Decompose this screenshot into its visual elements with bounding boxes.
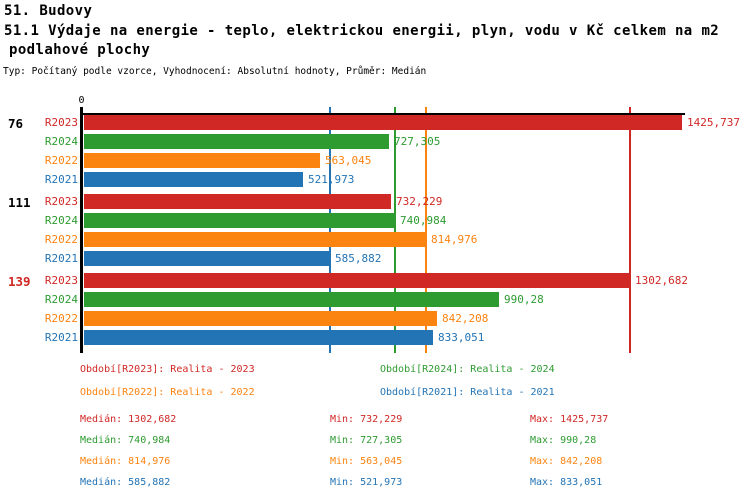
bar-111-r2023 — [84, 194, 391, 209]
x-axis-zero-label: 0 — [78, 95, 85, 106]
median-line-r2023 — [629, 107, 632, 353]
bar-76-r2023 — [84, 115, 682, 130]
bar-139-r2023 — [84, 273, 630, 288]
bar-111-r2024 — [84, 213, 395, 228]
stat-min-r2023: Min: 732,229 — [330, 414, 403, 425]
bar-139-r2021 — [84, 330, 433, 345]
series-label-111-r2023: R2023 — [44, 195, 78, 208]
group-label-111: 111 — [8, 195, 31, 210]
x-axis-line — [80, 113, 685, 115]
legend-item-r2021: Období[R2021]: Realita - 2021 — [380, 387, 555, 398]
stat-max-r2021: Max: 833,051 — [530, 477, 603, 488]
value-label-76-r2024: 727,305 — [394, 135, 441, 148]
bar-139-r2024 — [84, 292, 499, 307]
bar-139-r2022 — [84, 311, 437, 326]
median-line-r2021 — [328, 107, 331, 353]
stat-median-r2021: Medián: 585,882 — [80, 477, 171, 488]
stat-median-r2022: Medián: 814,976 — [80, 456, 171, 467]
median-line-r2024 — [393, 107, 396, 353]
stat-min-r2022: Min: 563,045 — [330, 456, 403, 467]
median-line-r2022 — [424, 107, 427, 353]
value-label-139-r2024: 990,28 — [504, 293, 544, 306]
series-label-139-r2023: R2023 — [44, 274, 78, 287]
series-label-139-r2022: R2022 — [44, 312, 78, 325]
bar-111-r2021 — [84, 251, 330, 266]
value-label-76-r2021: 521,973 — [308, 173, 355, 186]
stat-median-r2024: Medián: 740,984 — [80, 435, 171, 446]
legend-item-r2024: Období[R2024]: Realita - 2024 — [380, 364, 555, 375]
section-title: 51. Budovy — [4, 3, 93, 19]
value-label-76-r2022: 563,045 — [325, 154, 372, 167]
series-label-76-r2022: R2022 — [44, 154, 78, 167]
bar-76-r2022 — [84, 153, 320, 168]
bar-111-r2022 — [84, 232, 426, 247]
value-label-111-r2024: 740,984 — [400, 214, 447, 227]
group-label-139: 139 — [8, 274, 31, 289]
stat-min-r2021: Min: 521,973 — [330, 477, 403, 488]
series-label-76-r2024: R2024 — [44, 135, 78, 148]
bar-76-r2021 — [84, 172, 303, 187]
series-label-76-r2023: R2023 — [44, 116, 78, 129]
group-label-76: 76 — [8, 116, 24, 131]
legend-item-r2023: Období[R2023]: Realita - 2023 — [80, 364, 255, 375]
stat-max-r2022: Max: 842,208 — [530, 456, 603, 467]
value-label-111-r2022: 814,976 — [431, 233, 478, 246]
stat-max-r2023: Max: 1425,737 — [530, 414, 609, 425]
bar-76-r2024 — [84, 134, 389, 149]
chart-meta: Typ: Počítaný podle vzorce, Vyhodnocení:… — [3, 66, 427, 77]
series-label-139-r2024: R2024 — [44, 293, 78, 306]
series-label-111-r2021: R2021 — [44, 252, 78, 265]
indicator-title-line1: 51.1 Výdaje na energie - teplo, elektric… — [4, 23, 720, 39]
series-label-76-r2021: R2021 — [44, 173, 78, 186]
indicator-title-line2: podlahové plochy — [9, 42, 151, 58]
value-label-111-r2021: 585,882 — [335, 252, 382, 265]
series-label-111-r2024: R2024 — [44, 214, 78, 227]
value-label-139-r2021: 833,051 — [438, 331, 485, 344]
value-label-76-r2023: 1425,737 — [687, 116, 740, 129]
value-label-111-r2023: 732,229 — [396, 195, 443, 208]
stat-min-r2024: Min: 727,305 — [330, 435, 403, 446]
legend-item-r2022: Období[R2022]: Realita - 2022 — [80, 387, 255, 398]
stat-max-r2024: Max: 990,28 — [530, 435, 597, 446]
value-label-139-r2023: 1302,682 — [635, 274, 688, 287]
series-label-111-r2022: R2022 — [44, 233, 78, 246]
y-axis-line — [80, 107, 83, 353]
stat-median-r2023: Medián: 1302,682 — [80, 414, 177, 425]
series-label-139-r2021: R2021 — [44, 331, 78, 344]
value-label-139-r2022: 842,208 — [442, 312, 489, 325]
